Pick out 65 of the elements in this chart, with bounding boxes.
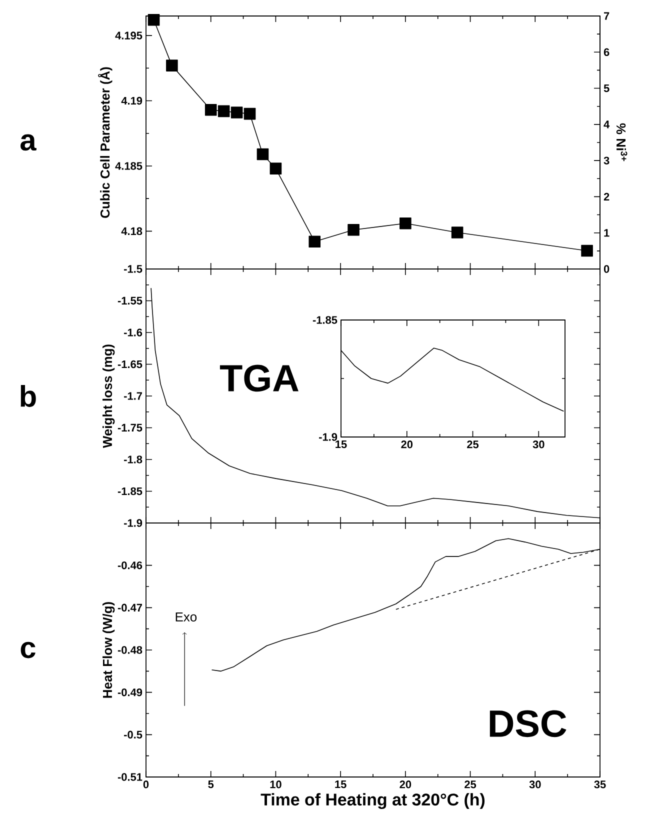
point <box>148 14 160 26</box>
y-tick-label: -1.55 <box>118 296 142 305</box>
point <box>166 60 178 72</box>
y2-tick-label: 5 <box>604 84 610 92</box>
x-tick-label: 20 <box>401 440 413 448</box>
y2-tick-label: 2 <box>604 192 610 201</box>
text: a <box>20 134 36 151</box>
annotation: TGA <box>220 364 298 392</box>
x-tick-label: 20 <box>400 780 412 788</box>
x-tick-label: 15 <box>335 780 346 788</box>
point <box>230 106 243 118</box>
point <box>256 148 269 160</box>
y-tick-label: -1.7 <box>124 392 142 400</box>
y-axis-title: Cubic Cell Parameter (Å) <box>98 67 112 218</box>
y-tick-label: -1.65 <box>118 360 142 368</box>
x-tick-label: 5 <box>208 780 214 788</box>
y2-tick-label: 7 <box>604 12 610 20</box>
y-tick-label: 4.19 <box>121 96 142 105</box>
y-tick-label: -0.51 <box>118 773 142 781</box>
annotation: Exo <box>176 612 197 622</box>
point <box>348 224 360 236</box>
point <box>218 105 230 118</box>
y-tick-label: -1.75 <box>118 424 142 432</box>
point <box>308 236 321 248</box>
y2-tick-label: 6 <box>604 48 610 56</box>
x-tick-label: 0 <box>143 780 149 788</box>
x-tick-label: 25 <box>467 440 479 448</box>
text: b <box>20 385 36 407</box>
y2-tick-label: 0 <box>604 265 610 273</box>
y-tick-label: 4.185 <box>115 162 142 170</box>
y-tick-label: 4.18 <box>121 227 142 236</box>
y-tick-label: -0.46 <box>118 561 142 570</box>
y-tick-label: -0.5 <box>124 730 142 739</box>
point <box>581 244 593 257</box>
x-tick-label: 30 <box>532 440 544 448</box>
y2-axis-title: % Ni$^{3+}$ <box>616 123 628 162</box>
y-tick-label: -1.8 <box>124 456 142 464</box>
y-tick-label: -1.85 <box>312 316 338 324</box>
x-tick-label: 15 <box>336 440 347 448</box>
point <box>400 217 412 230</box>
y-tick-label: -1.9 <box>124 519 142 527</box>
x-tick-label: 25 <box>464 780 476 788</box>
y-tick-label: -1.5 <box>124 265 142 273</box>
x-tick-label: 30 <box>529 780 541 788</box>
text: c <box>20 642 36 658</box>
point <box>270 162 282 174</box>
point <box>244 108 256 120</box>
y-axis-title: Heat Flow (W/g) <box>102 602 115 698</box>
y-tick-label: -1.85 <box>118 487 142 496</box>
y-tick-label: -1.9 <box>319 433 338 441</box>
point <box>451 226 464 238</box>
y-tick-label: -0.48 <box>118 646 142 654</box>
x-axis-title: Time of Heating at 320°C (h) <box>260 793 485 809</box>
y-tick-label: -0.47 <box>118 604 142 612</box>
y-tick-label: -1.6 <box>124 328 142 336</box>
y2-tick-label: 3 <box>604 156 610 164</box>
y2-tick-label: 4 <box>604 120 610 128</box>
annotation: DSC <box>490 710 566 738</box>
point <box>204 104 217 116</box>
x-tick-label: 10 <box>270 780 282 788</box>
y-axis-title: Weight loss (mg) <box>102 344 115 448</box>
y-tick-label: -0.49 <box>118 688 142 696</box>
x-tick-label: 35 <box>594 780 606 788</box>
y-tick-label: 4.195 <box>115 32 142 40</box>
y2-tick-label: 1 <box>604 229 610 237</box>
